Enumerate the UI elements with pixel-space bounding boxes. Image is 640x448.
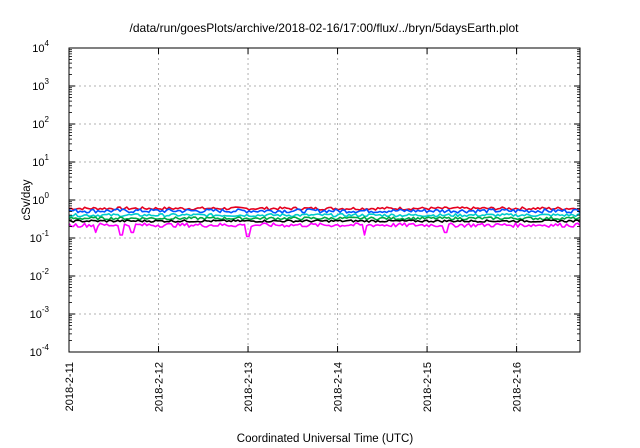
x-tick-label: 2018-2-15 — [422, 362, 434, 412]
x-axis: 2018-2-11 2018-2-12 2018-2-13 2018-2-14 2018… — [64, 48, 524, 412]
y-tick-label: 100 — [32, 191, 49, 207]
y-tick-label: 101 — [32, 153, 49, 169]
x-tick-label: 2018-2-16 — [512, 362, 524, 412]
y-axis: 10-4 10-3 10-2 10-1 100 101 102 103 104 — [30, 39, 580, 359]
x-tick-label: 2018-2-12 — [154, 362, 166, 412]
series-line — [68, 212, 581, 218]
x-tick-label: 2018-2-11 — [64, 362, 76, 411]
y-tick-label: 103 — [32, 77, 49, 93]
series-line — [68, 216, 581, 221]
grid — [69, 48, 580, 352]
x-axis-label: Coordinated Universal Time (UTC) — [237, 433, 414, 445]
series-line — [68, 222, 581, 238]
x-tick-label: 2018-2-14 — [333, 362, 345, 412]
y-tick-label: 10-3 — [30, 305, 50, 321]
y-tick-label: 10-2 — [30, 267, 50, 283]
series-line — [68, 219, 581, 223]
y-tick-label: 10-1 — [30, 229, 50, 245]
y-tick-label: 104 — [32, 39, 49, 55]
chart-title: /data/run/goesPlots/archive/2018-02-16/1… — [130, 21, 520, 35]
y-axis-label: cSv/day — [21, 179, 33, 220]
x-tick-label: 2018-2-13 — [243, 362, 255, 412]
series-lines — [68, 206, 581, 238]
y-tick-label: 10-4 — [30, 343, 50, 359]
series-line — [68, 208, 581, 214]
y-tick-label: 102 — [32, 115, 49, 131]
